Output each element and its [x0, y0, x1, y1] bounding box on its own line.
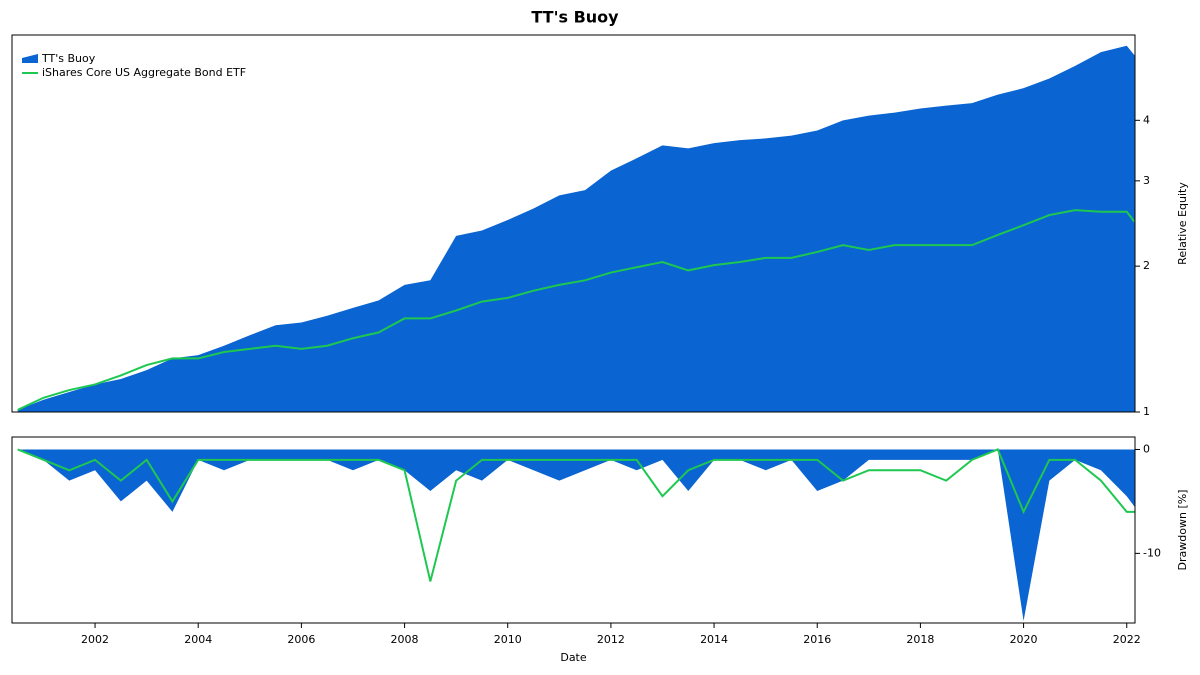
- y-tick-label: 3: [1143, 174, 1150, 187]
- x-tick-label: 2016: [803, 633, 831, 646]
- x-tick-label: 2018: [906, 633, 934, 646]
- x-tick-label: 2004: [184, 633, 212, 646]
- area: [17, 45, 1135, 412]
- legend-label: TT's Buoy: [41, 52, 96, 65]
- y-tick-label: 0: [1143, 442, 1150, 455]
- x-axis-label: Date: [560, 651, 587, 664]
- x-tick-label: 2006: [287, 633, 315, 646]
- x-tick-label: 2008: [391, 633, 419, 646]
- y-tick-label: -10: [1143, 546, 1161, 559]
- legend-swatch: [22, 54, 38, 63]
- legend-label: iShares Core US Aggregate Bond ETF: [42, 66, 246, 79]
- x-tick-label: 2020: [1010, 633, 1038, 646]
- area: [17, 449, 1135, 621]
- y-tick-label: 1: [1143, 405, 1150, 418]
- plot-frame: [11, 34, 1136, 413]
- line: [17, 209, 1136, 411]
- y-tick-label: 4: [1143, 113, 1150, 126]
- x-tick-label: 2002: [81, 633, 109, 646]
- y-axis-label: Drawdown [%]: [1176, 490, 1189, 571]
- line: [17, 448, 1135, 582]
- y-axis-label: Relative Equity: [1176, 182, 1189, 265]
- chart-title: TT's Buoy: [531, 8, 619, 27]
- x-tick-label: 2012: [597, 633, 625, 646]
- y-tick-label: 2: [1143, 259, 1150, 272]
- x-tick-label: 2014: [700, 633, 728, 646]
- x-tick-label: 2022: [1113, 633, 1141, 646]
- x-tick-label: 2010: [494, 633, 522, 646]
- plot-frame: [11, 436, 1136, 624]
